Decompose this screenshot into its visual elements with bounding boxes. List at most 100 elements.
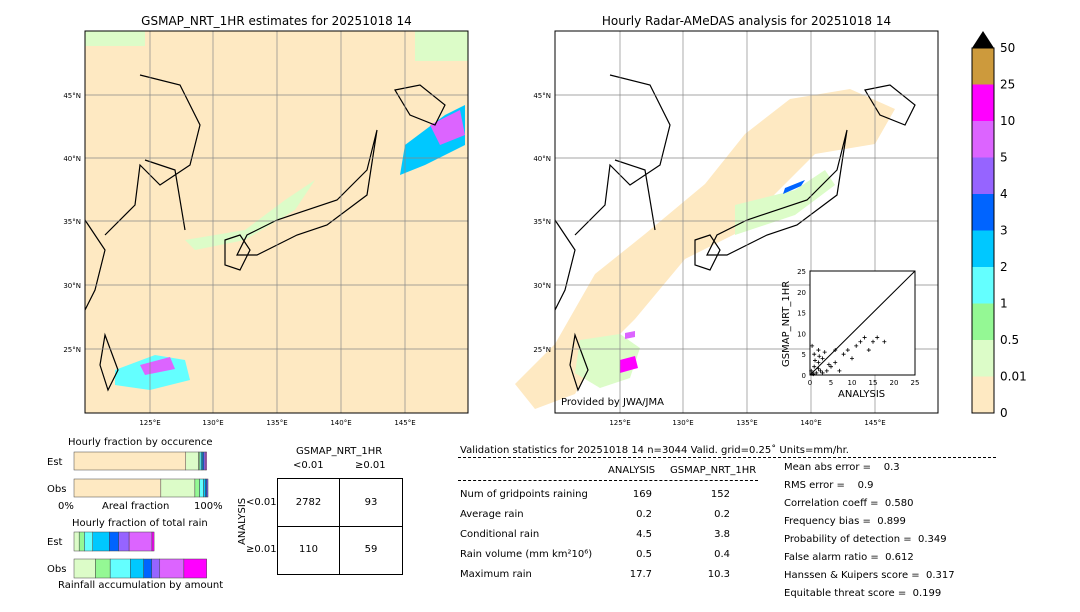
occ-obs-label: Obs	[47, 484, 67, 495]
scatter-ytick: 20	[797, 289, 806, 297]
colorbar-label: 50	[1000, 41, 1015, 55]
score-line: Correlation coeff = 0.580	[784, 498, 914, 509]
score-line: Equitable threat score = 0.199	[784, 588, 942, 599]
stat-label: Maximum rain	[460, 569, 532, 580]
colorbar-label: 2	[1000, 260, 1008, 274]
scatter-ytick: 5	[802, 351, 806, 359]
total-rain-title: Hourly fraction of total rain	[72, 518, 208, 529]
colorbar-swatch	[972, 267, 994, 304]
rain-obs-segment	[95, 558, 111, 579]
scatter-point	[871, 339, 875, 344]
scatter-point	[841, 352, 846, 357]
lon-tick: 130°E	[672, 419, 693, 427]
rain-est-segment	[78, 531, 85, 552]
scatter-ylabel: GSMAP_NRT_1HR	[781, 280, 792, 367]
colorbar-label: 0	[1000, 406, 1008, 420]
occ-obs-segment	[199, 478, 204, 498]
scatter-point	[816, 348, 821, 353]
scatter-point	[812, 352, 817, 357]
lat-tick: 45°N	[533, 92, 551, 100]
scatter-point	[833, 348, 838, 353]
cell-fp: 93	[364, 497, 378, 508]
contingency-table: 2782 93 110 59	[277, 478, 403, 575]
colorbar-swatch	[972, 121, 994, 158]
scatter-ytick: 0	[802, 372, 806, 380]
scatter-xtick: 5	[829, 379, 833, 387]
rain-obs-segment	[159, 558, 185, 579]
colorbar-label: 25	[1000, 78, 1015, 92]
scatter-point	[866, 348, 871, 353]
scatter-point	[850, 356, 854, 361]
score-line: Probability of detection = 0.349	[784, 534, 947, 545]
score-line: Hanssen & Kuipers score = 0.317	[784, 570, 955, 581]
occ-xlabel: Areal fraction	[102, 501, 170, 512]
rain-xlabel: Rainfall accumulation by amount	[58, 580, 224, 591]
occ-obs-segment	[203, 478, 206, 498]
colorbar-label: 10	[1000, 114, 1015, 128]
stats-header: Validation statistics for 20251018 14 n=…	[460, 445, 849, 456]
score-line: False alarm ratio = 0.612	[784, 552, 914, 563]
rain-obs-segment	[73, 558, 96, 579]
occ-obs-segment	[206, 478, 209, 498]
scatter-point	[882, 339, 887, 344]
lat-tick: 35°N	[533, 218, 551, 226]
stat-analysis: 0.5	[636, 549, 652, 560]
scatter-point	[811, 372, 816, 377]
score-line: RMS error = 0.9	[784, 480, 874, 491]
rain-est-segment	[128, 531, 153, 552]
scatter-xlabel: ANALYSIS	[838, 389, 886, 400]
colorbar-swatch	[972, 194, 994, 231]
scatter-point	[817, 354, 822, 359]
colorbar-swatch	[972, 230, 994, 267]
lat-tick: 25°N	[533, 346, 551, 354]
stats-col-a: ANALYSIS	[608, 465, 656, 476]
left-map-title: GSMAP_NRT_1HR estimates for 20251018 14	[141, 14, 412, 28]
lon-tick: 135°E	[266, 419, 287, 427]
occ-est-segment	[205, 451, 207, 471]
rain-obs-segment	[183, 558, 207, 579]
scatter-point	[837, 368, 842, 373]
stat-label: Rain volume (mm km²10⁶)	[460, 549, 593, 560]
lon-tick: 125°E	[139, 419, 160, 427]
scatter-point	[810, 343, 815, 348]
rain-est-segment	[92, 531, 110, 552]
cell-tp: 59	[364, 544, 378, 555]
stat-gsmap: 0.4	[714, 549, 730, 560]
rain-obs-label: Obs	[47, 564, 67, 575]
scatter-point	[820, 370, 825, 375]
rain-est-label: Est	[47, 537, 63, 548]
scatter-point	[809, 368, 814, 373]
stat-label: Conditional rain	[460, 529, 540, 540]
occ-est-label: Est	[47, 457, 63, 468]
lon-tick: 125°E	[609, 419, 630, 427]
scatter-xtick: 15	[869, 379, 878, 387]
cell-fn: 110	[298, 544, 319, 555]
lat-tick: 30°N	[63, 282, 81, 290]
scatter-xtick: 20	[890, 379, 899, 387]
stat-label: Num of gridpoints raining	[460, 489, 588, 500]
occ-xmax: 100%	[194, 501, 223, 512]
occ-est-segment	[73, 451, 187, 471]
lon-tick: 145°E	[394, 419, 415, 427]
lon-tick: 140°E	[800, 419, 821, 427]
scatter-xtick: 10	[848, 379, 857, 387]
rain-obs-segment	[151, 558, 161, 579]
lat-tick: 40°N	[533, 155, 551, 163]
rain-est-segment	[151, 531, 155, 552]
gsmap-map: 125°E 130°E 135°E 140°E 145°E 45°N 40°N 35°N 30°…	[63, 30, 469, 427]
scatter-point	[818, 368, 823, 373]
colorbar-label: 0.01	[1000, 370, 1027, 384]
scatter-point	[833, 360, 838, 365]
scatter-point	[824, 368, 829, 373]
stat-gsmap: 152	[710, 489, 730, 500]
scatter-xtick: 0	[808, 379, 812, 387]
rain-est-segment	[109, 531, 119, 552]
cont-row-axis: ANALYSIS	[237, 497, 248, 545]
colorbar-swatch	[972, 303, 994, 340]
scatter-point	[822, 350, 827, 355]
colorbar-label: 5	[1000, 151, 1008, 165]
stat-gsmap: 0.2	[714, 509, 730, 520]
colorbar-swatch	[972, 376, 994, 413]
colorbar-swatch	[972, 48, 994, 85]
